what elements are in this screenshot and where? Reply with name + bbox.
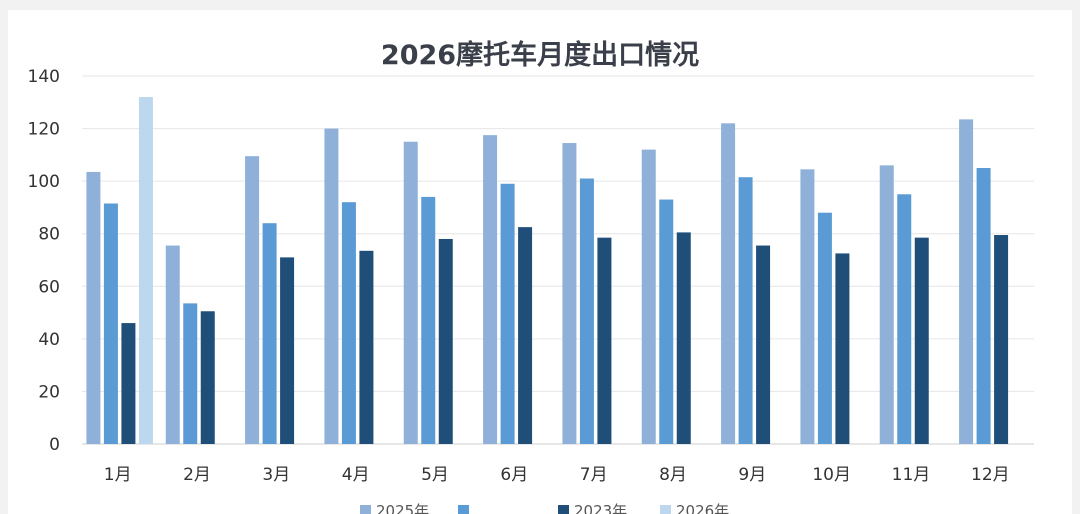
x-tick-label: 9月 [738, 465, 766, 485]
chart-title: 2026摩托车月度出口情况 [381, 39, 699, 71]
x-tick-label: 2月 [183, 465, 211, 485]
bar [183, 303, 198, 444]
legend-label: 2023年 [574, 502, 627, 514]
x-tick-label: 1月 [104, 465, 132, 485]
y-tick-label: 100 [28, 172, 60, 192]
bar [483, 135, 498, 444]
bar [359, 250, 374, 444]
bar [518, 227, 533, 444]
bars [86, 97, 1009, 445]
x-tick-label: 5月 [421, 465, 449, 485]
legend-label: 2026年 [676, 502, 729, 514]
bar [403, 141, 418, 444]
bar [879, 165, 894, 444]
gridlines [82, 75, 1034, 445]
legend-swatch [558, 505, 569, 514]
bar [103, 203, 118, 444]
bar [562, 143, 577, 444]
bar [756, 245, 771, 444]
bar [165, 245, 180, 444]
y-tick-label: 120 [28, 120, 60, 140]
legend-swatch [458, 505, 469, 514]
x-tick-label: 4月 [342, 465, 370, 485]
bar [914, 237, 929, 444]
legend-label: 2025年 [376, 502, 429, 514]
bar [897, 194, 912, 444]
chart-container: 0 20 40 60 80 100 120 140 1月 2月 3月 4月 5月 6月 7月 8月 9月 10月… [8, 10, 1072, 514]
y-tick-label: 80 [38, 225, 60, 245]
bar [324, 128, 339, 445]
bar [138, 97, 153, 445]
y-tick-label: 0 [49, 435, 60, 455]
bar [421, 196, 436, 444]
bar [579, 178, 594, 444]
bar [341, 202, 356, 444]
bar [641, 149, 656, 444]
bar [738, 177, 753, 444]
bar [721, 123, 736, 445]
x-tick-label: 12月 [971, 465, 1010, 485]
bar [280, 257, 295, 444]
bar [245, 156, 260, 444]
x-tick-label: 11月 [892, 465, 931, 485]
x-tick-label: 8月 [659, 465, 687, 485]
x-tick-label: 7月 [580, 465, 608, 485]
bar [817, 212, 832, 444]
bar [994, 235, 1009, 444]
bar [800, 169, 815, 445]
bar [976, 168, 991, 444]
legend: 2025年 2023年 2026年 [360, 502, 729, 514]
bar [438, 238, 453, 444]
y-tick-label: 140 [28, 67, 60, 87]
y-axis-ticks: 0 20 40 60 80 100 120 140 [28, 67, 60, 455]
bar [121, 323, 136, 444]
bar-chart: 0 20 40 60 80 100 120 140 1月 2月 3月 4月 5月 6月 7月 8月 9月 10月… [28, 39, 1034, 514]
legend-swatch [660, 505, 671, 514]
x-axis-ticks: 1月 2月 3月 4月 5月 6月 7月 8月 9月 10月 11月 12月 [104, 465, 1010, 485]
bar [959, 119, 974, 444]
bar [262, 223, 277, 444]
bar [676, 232, 691, 444]
y-tick-label: 60 [38, 277, 60, 297]
bar [659, 199, 674, 444]
legend-swatch [360, 505, 371, 514]
x-tick-label: 10月 [812, 465, 851, 485]
bar [500, 183, 515, 444]
y-tick-label: 20 [38, 382, 60, 402]
x-tick-label: 3月 [262, 465, 290, 485]
bar [835, 253, 850, 444]
x-tick-label: 6月 [500, 465, 528, 485]
bar [200, 311, 215, 444]
bar [86, 171, 101, 444]
bar [597, 237, 612, 444]
y-tick-label: 40 [38, 330, 60, 350]
